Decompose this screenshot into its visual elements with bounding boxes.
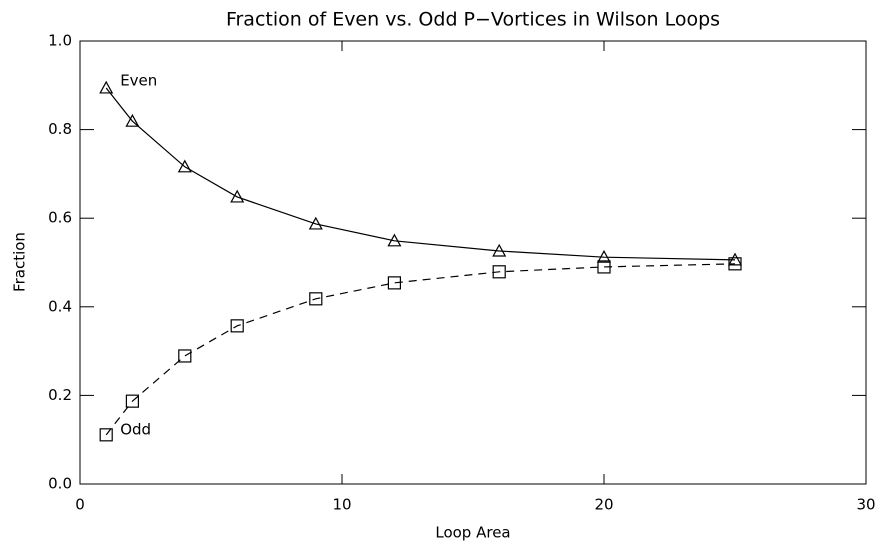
y-tick-label: 0.4 bbox=[48, 297, 72, 315]
marker-square bbox=[230, 319, 244, 333]
marker-square bbox=[492, 265, 506, 279]
marker-square bbox=[309, 292, 323, 306]
x-tick-label: 30 bbox=[856, 496, 875, 514]
marker-square bbox=[99, 428, 113, 442]
series-label: Odd bbox=[120, 420, 151, 438]
marker-triangle bbox=[125, 113, 140, 127]
marker-square bbox=[597, 260, 611, 274]
marker-triangle bbox=[230, 189, 245, 203]
marker-triangle bbox=[727, 252, 743, 266]
x-axis-label: Loop Area bbox=[435, 524, 510, 542]
y-tick-label: 0.6 bbox=[48, 209, 72, 227]
series-label: Even bbox=[120, 71, 157, 89]
chart-title: Fraction of Even vs. Odd P−Vortices in W… bbox=[226, 9, 720, 31]
y-tick-label: 0.2 bbox=[48, 386, 72, 404]
marker-triangle bbox=[596, 249, 612, 263]
y-tick-label: 0.0 bbox=[48, 475, 72, 493]
x-tick-label: 20 bbox=[594, 496, 613, 514]
marker-triangle bbox=[177, 159, 192, 173]
marker-triangle bbox=[492, 243, 507, 257]
x-tick-label: 0 bbox=[75, 496, 85, 514]
plot-frame bbox=[79, 40, 867, 485]
series-line bbox=[105, 87, 736, 261]
y-axis-label: Fraction bbox=[11, 232, 29, 292]
marker-triangle bbox=[99, 80, 114, 94]
marker-square bbox=[387, 276, 401, 290]
marker-square bbox=[125, 394, 140, 408]
y-tick-label: 0.8 bbox=[48, 120, 72, 138]
marker-triangle bbox=[308, 216, 323, 230]
marker-square bbox=[178, 349, 192, 363]
y-tick-label: 1.0 bbox=[48, 32, 72, 50]
marker-triangle bbox=[387, 233, 402, 247]
series-line bbox=[105, 263, 736, 436]
x-tick-label: 10 bbox=[332, 496, 351, 514]
marker-square bbox=[728, 257, 742, 271]
